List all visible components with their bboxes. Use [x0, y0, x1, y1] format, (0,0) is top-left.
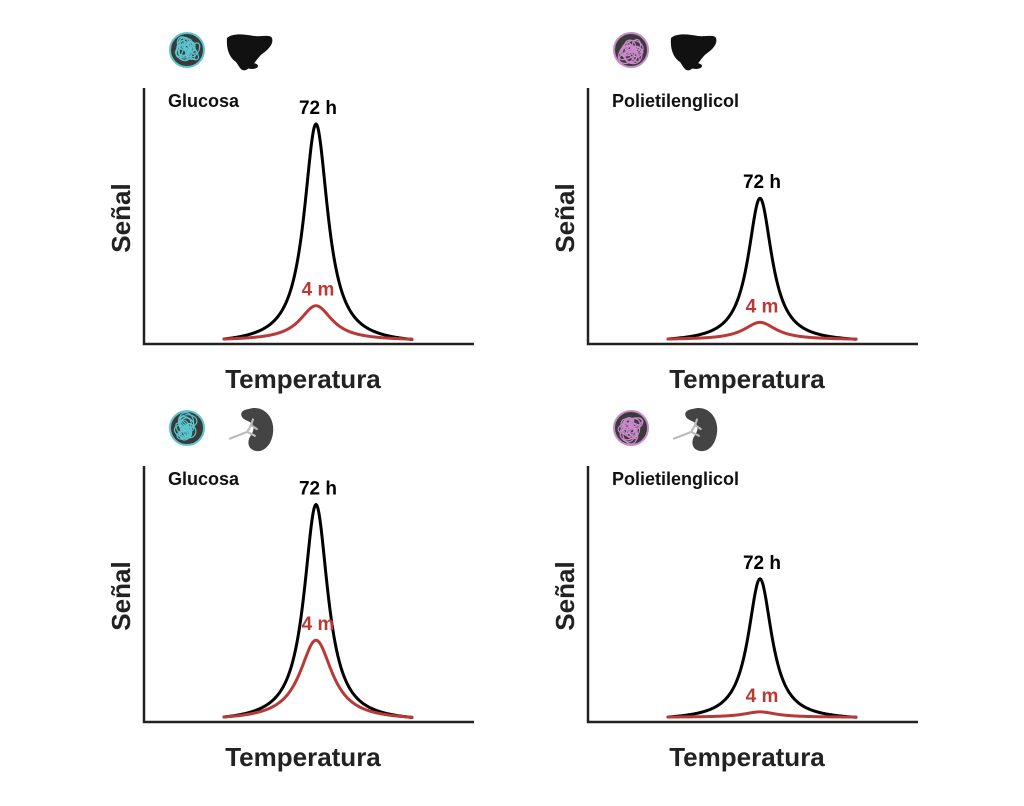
- axes: [142, 466, 474, 724]
- panel-title: Polietilenglicol: [612, 91, 739, 111]
- peg-nanoparticle-icon: [613, 410, 649, 446]
- axes: [586, 466, 918, 724]
- x-axis-label: Temperatura: [225, 364, 381, 394]
- series-label-72h: 72 h: [743, 553, 781, 574]
- y-axis-label: Señal: [106, 561, 136, 630]
- y-axis-label: Señal: [550, 561, 580, 630]
- series-line-72h: [666, 196, 858, 341]
- y-axis-label: Señal: [550, 183, 580, 252]
- liver-icon: [226, 34, 273, 71]
- panel-title: Glucosa: [168, 91, 240, 111]
- x-axis-label: Temperatura: [669, 364, 825, 394]
- kidney-icon: [672, 407, 718, 452]
- chart-panel-bottom-left: Glucosa Temperatura Señal 72 h 4 m: [106, 407, 474, 772]
- series-label-72h: 72 h: [299, 98, 337, 119]
- series-line-72h: [666, 577, 858, 719]
- series-line-4m: [666, 710, 858, 719]
- glucose-nanoparticle-icon: [169, 32, 205, 68]
- series-line-4m: [222, 638, 414, 719]
- series-line-72h: [222, 122, 414, 341]
- series-label-4m: 4 m: [746, 296, 779, 317]
- series-line-4m: [222, 304, 414, 341]
- series-label-4m: 4 m: [746, 686, 779, 707]
- axes: [142, 88, 474, 346]
- series-label-72h: 72 h: [299, 479, 337, 500]
- peg-nanoparticle-icon: [613, 32, 649, 68]
- series-label-4m: 4 m: [302, 280, 335, 301]
- series-line-72h: [222, 503, 414, 719]
- y-axis-label: Señal: [106, 183, 136, 252]
- series-line-4m: [666, 320, 858, 341]
- kidney-icon: [228, 407, 274, 452]
- glucose-nanoparticle-icon: [169, 410, 205, 446]
- series-label-72h: 72 h: [743, 172, 781, 193]
- liver-icon: [670, 34, 717, 71]
- chart-panel-bottom-right: Polietilenglicol Temperatura Señal 72 h 4 m: [550, 407, 918, 772]
- chart-panel-top-right: Polietilenglicol Temperatura Señal 72 h 4 m: [550, 32, 918, 394]
- axes: [586, 88, 918, 346]
- series-label-4m: 4 m: [302, 614, 335, 635]
- x-axis-label: Temperatura: [225, 742, 381, 772]
- chart-panel-top-left: Glucosa Temperatura Señal 72 h 4 m: [106, 32, 474, 394]
- x-axis-label: Temperatura: [669, 742, 825, 772]
- panel-title: Polietilenglicol: [612, 469, 739, 489]
- panel-title: Glucosa: [168, 469, 240, 489]
